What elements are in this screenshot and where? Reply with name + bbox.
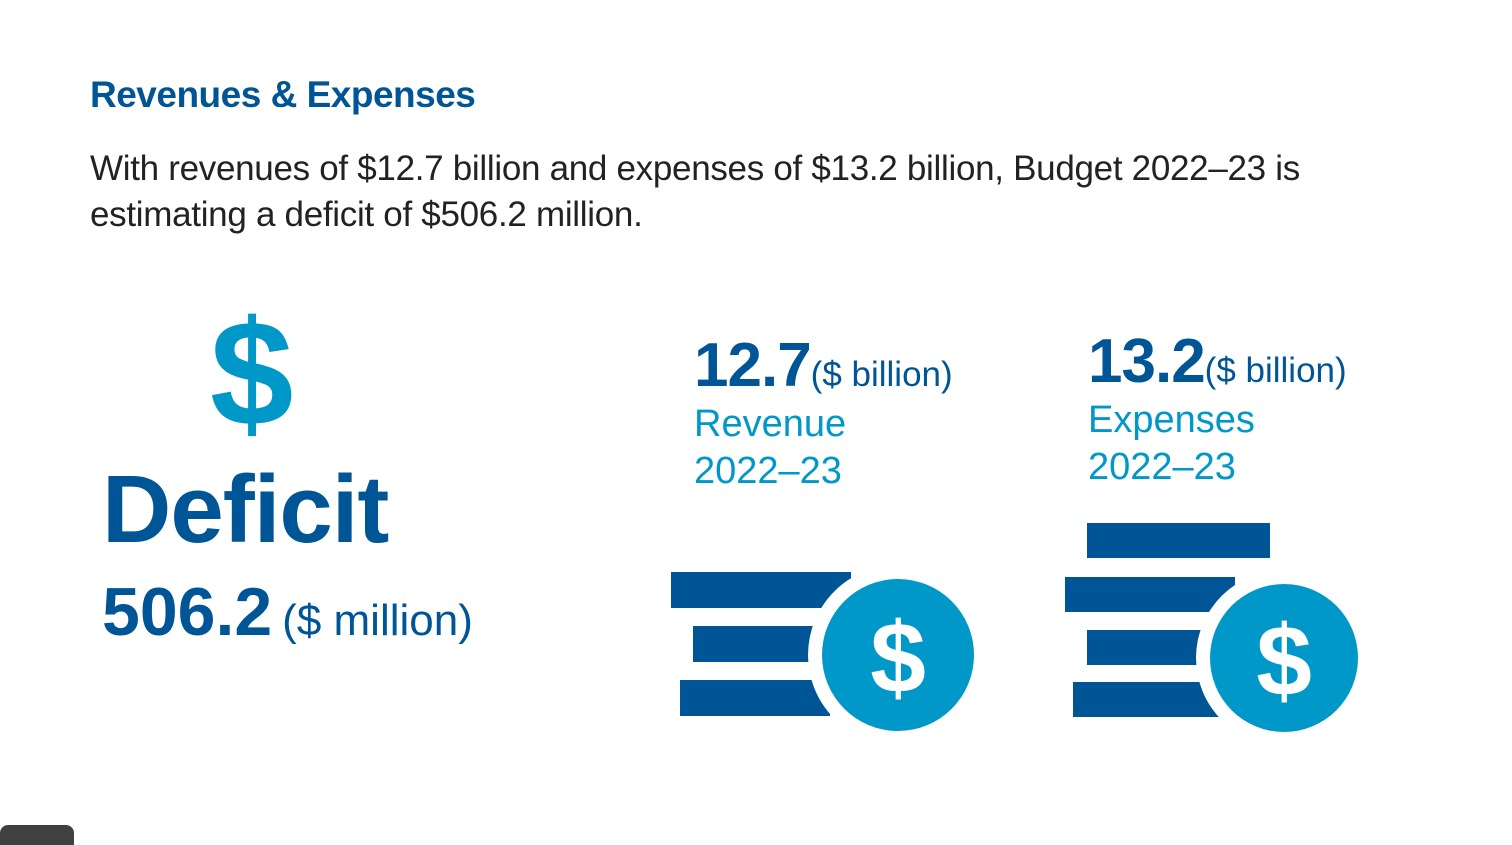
revenue-stat: 12.7($ billion) Revenue 2022–23 bbox=[694, 330, 953, 495]
expenses-label: Expenses bbox=[1088, 399, 1255, 441]
expenses-stat: 13.2($ billion) Expenses 2022–23 bbox=[1088, 326, 1347, 491]
expenses-year: 2022–23 bbox=[1088, 446, 1236, 488]
revenue-year: 2022–23 bbox=[694, 450, 842, 492]
coin-dollar-icon: $ bbox=[870, 602, 926, 714]
corner-tab bbox=[0, 825, 74, 845]
deficit-unit: ($ million) bbox=[282, 596, 473, 645]
revenue-unit: ($ billion) bbox=[810, 355, 953, 394]
revenue-label: Revenue bbox=[694, 403, 847, 445]
expenses-value: 13.2 bbox=[1088, 327, 1206, 396]
revenue-value: 12.7 bbox=[694, 331, 812, 400]
dollar-sign-icon: $ bbox=[210, 289, 294, 457]
expenses-coin-stack-icon: $ bbox=[1065, 523, 1372, 746]
section-heading: Revenues & Expenses bbox=[90, 74, 476, 115]
deficit-value: 506.2 ($ million) bbox=[102, 578, 473, 646]
deficit-number: 506.2 bbox=[102, 574, 273, 650]
deficit-label: Deficit bbox=[102, 456, 389, 563]
revenue-coin-stack-icon: $ bbox=[671, 565, 988, 745]
intro-text: With revenues of $12.7 billion and expen… bbox=[90, 149, 1300, 234]
coin-dollar-icon: $ bbox=[1256, 605, 1312, 717]
expenses-unit: ($ billion) bbox=[1204, 351, 1347, 390]
